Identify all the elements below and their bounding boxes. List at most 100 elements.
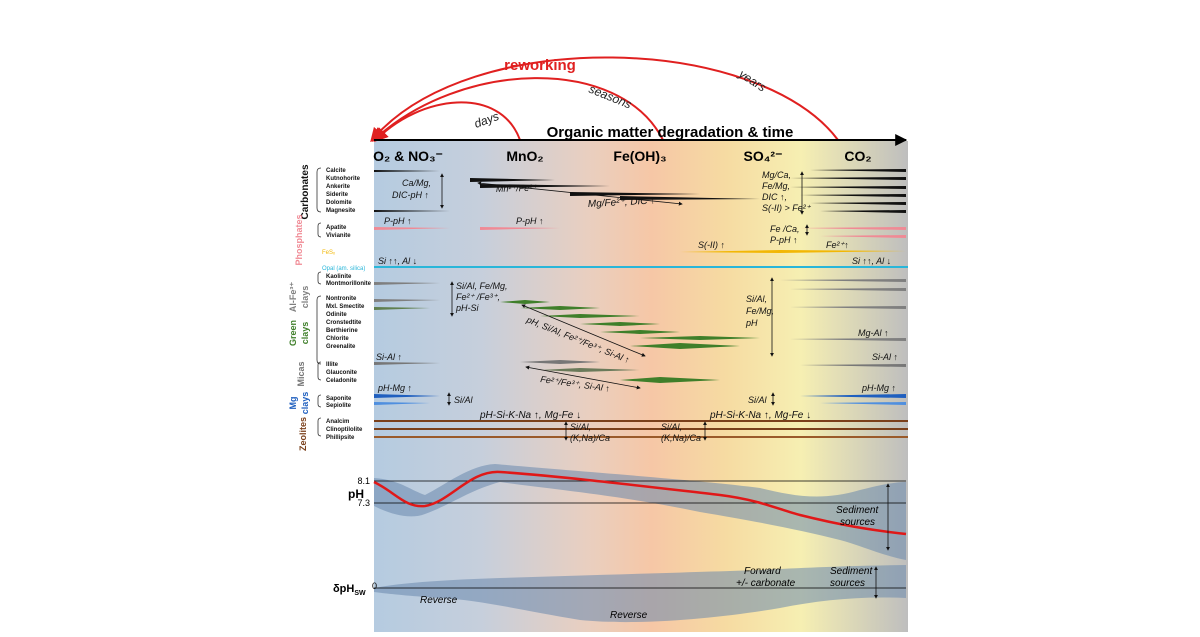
dph-reverse-2: Reverse	[610, 610, 648, 621]
alfe-bands	[374, 279, 906, 291]
zone-mno2: MnO₂	[506, 148, 543, 164]
reworking-arcs	[370, 56, 839, 143]
opal-band	[374, 266, 908, 268]
zone-so4: SO₄²⁻	[744, 148, 783, 164]
note-fe2: Fe²⁺↑	[826, 240, 849, 250]
mineral-name: Berthierine	[326, 328, 358, 334]
brace-mg	[317, 394, 322, 408]
carbonate-bands	[374, 169, 906, 213]
phosphate-bands	[374, 227, 906, 238]
note-sial-mg-right: Si/Al	[748, 395, 768, 405]
mineral-name: Phillipsite	[326, 435, 355, 441]
zone-co2: CO₂	[844, 148, 871, 164]
note-phmg-left: pH-Mg ↑	[377, 383, 412, 393]
mineral-name: Cronstedtite	[326, 320, 362, 326]
note-phmg-right: pH-Mg ↑	[861, 383, 896, 393]
note-zeo-l2: (K,Na)/Ca	[570, 433, 610, 443]
note-mgca-2: Fe/Mg,	[762, 181, 790, 191]
group-green-b: clays	[300, 322, 310, 345]
ph-tick-low: 7.3	[357, 498, 370, 508]
axis-title: Organic matter degradation & time	[547, 124, 794, 141]
mg-clay-bands	[374, 394, 906, 405]
group-opal: Opal (am. silica)	[322, 266, 365, 272]
note-ca-mg: Ca/Mg,	[402, 178, 431, 188]
dph-label-sub: SW	[354, 590, 366, 597]
group-phosphates: Phosphates	[294, 214, 304, 265]
fesx-band	[680, 250, 906, 253]
mineral-name: Montmorillonite	[326, 281, 372, 287]
note-clay-1: Si/Al, Fe/Mg,	[456, 281, 508, 291]
mineral-lists: Calcite Kutnohorite Ankerite Siderite Do…	[326, 168, 372, 441]
note-zeo-left: pH-Si-K-Na ↑, Mg-Fe ↓	[479, 410, 581, 421]
ph-label: pH	[348, 487, 364, 501]
years-label: years	[736, 66, 769, 94]
note-sialfe-2: Fe/Mg,	[746, 306, 774, 316]
note-si-al-left: Si ↑↑, Al ↓	[378, 256, 417, 266]
mineral-name: Mxl. Smectite	[326, 304, 365, 310]
note-zeo-right: pH-Si-K-Na ↑, Mg-Fe ↓	[709, 410, 811, 421]
note-pph-1: P-pH ↑	[384, 216, 412, 226]
note-si-al-right: Si ↑↑, Al ↓	[852, 256, 891, 266]
group-mg-a: Mg	[288, 397, 298, 410]
group-zeolites: Zeolites	[298, 417, 308, 451]
group-alfe-b: clays	[300, 286, 310, 309]
mineral-name: Kaolinite	[326, 274, 352, 280]
mineral-name: Apatite	[326, 225, 347, 231]
note-clay-3: pH-Si	[455, 303, 480, 313]
days-label: days	[472, 109, 501, 131]
zeolite-bands	[374, 420, 908, 438]
dph-zero: 0	[372, 581, 377, 591]
dph-sediment-2: sources	[830, 578, 865, 589]
note-mgca-3: DIC ↑,	[762, 192, 787, 202]
zone-o2: O₂ & NO₃⁻	[373, 148, 443, 164]
mineral-name: Chlorite	[326, 336, 349, 342]
brace-carbonates	[316, 167, 322, 213]
brace-alfe	[317, 271, 322, 285]
group-alfe-a: Al-Fe³⁺	[288, 282, 298, 312]
note-mgca-4: S(-II) > Fe²⁺	[762, 203, 812, 213]
note-feca-1: Fe /Ca,	[770, 224, 800, 234]
note-mgca-1: Mg/Ca,	[762, 170, 791, 180]
mineral-name: Nontronite	[326, 296, 357, 302]
dph-panel	[374, 565, 906, 623]
group-carbonates: Carbonates	[300, 164, 311, 219]
note-zeo-l1: Si/Al,	[570, 422, 591, 432]
mineral-name: Greenalite	[326, 344, 356, 350]
seasons-arc	[371, 77, 664, 142]
dph-forward-1: Forward	[744, 566, 781, 577]
mineral-name: Magnesite	[326, 208, 356, 214]
ph-sediment-1: Sediment	[836, 505, 879, 516]
mineral-name: Kutnohorite	[326, 176, 361, 182]
redox-background	[374, 141, 908, 632]
reworking-label: reworking	[504, 57, 576, 74]
dph-label: δpHSW	[333, 583, 366, 597]
dph-label-main: δpH	[333, 583, 354, 595]
zone-feoh: Fe(OH)₃	[613, 148, 666, 164]
group-fesx: FeSₓ	[322, 250, 335, 256]
days-arc	[374, 101, 521, 143]
mineral-name: Saponite	[326, 396, 352, 402]
note-dic-ph: DIC-pH ↑	[392, 190, 429, 200]
dph-reverse-1: Reverse	[420, 595, 458, 606]
mineral-name: Calcite	[326, 168, 346, 174]
note-s2: S(-II) ↑	[698, 240, 725, 250]
note-sialfe-1: Si/Al,	[746, 294, 767, 304]
dph-forward-2: +/- carbonate	[736, 578, 796, 589]
group-mg-b: clays	[300, 392, 310, 415]
note-mn-fe: Mn²⁺/Fe²⁺	[496, 183, 539, 194]
mineral-name: Ankerite	[326, 184, 351, 190]
mineral-name: Vivianite	[326, 233, 351, 239]
note-sial-left: Si-Al ↑	[376, 352, 402, 362]
mineral-name: Analcim	[326, 419, 349, 425]
brace-zeolites	[317, 417, 322, 437]
mineral-name: Glauconite	[326, 370, 358, 376]
dph-sediment-1: Sediment	[830, 566, 873, 577]
annotation-arrows	[440, 171, 809, 441]
note-mg-fe-dic: Mg/Fe²⁺, DIC ↑	[588, 195, 656, 210]
mineral-name: Celadonite	[326, 378, 357, 384]
brace-phosphates	[317, 222, 322, 238]
note-zeo-r1: Si/Al,	[661, 422, 682, 432]
ph-panel	[373, 464, 907, 560]
mineral-name: Odinite	[326, 312, 347, 318]
brace-green	[316, 295, 322, 365]
